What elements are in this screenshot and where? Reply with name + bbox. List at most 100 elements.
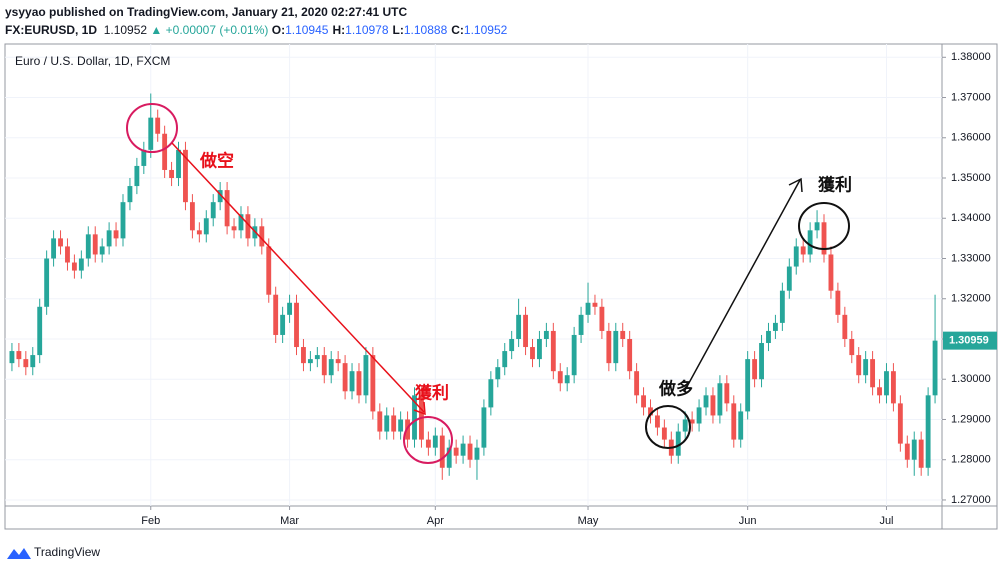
candle-body [85,234,91,259]
candle-body [682,419,688,432]
candle-body [904,443,910,460]
candle-body [911,439,917,460]
ohlc-label: O: [271,23,286,37]
candle-body [731,403,737,440]
candle-body [585,302,591,315]
candle-body [634,371,640,396]
annotation: 做空 [199,150,234,170]
candle-body [169,169,175,179]
candle-body [884,371,889,396]
candle-body [37,306,43,356]
candle-body [779,290,785,323]
candle-body [266,246,272,295]
candle-body [162,133,168,170]
y-tick-label: 1.29000 [951,413,991,425]
x-tick-label: May [578,515,599,527]
y-tick-label: 1.38000 [951,51,991,63]
symbol-line: FX:EURUSD, 1D 1.10952 ▲ +0.00007 (+0.01%… [5,23,511,37]
candle-body [752,359,758,380]
candle-body [134,165,140,187]
annotation: 做多 [658,378,693,398]
candle-body [766,330,771,344]
candle-body [314,355,320,360]
candle-body [189,202,195,231]
candle-body [655,415,660,428]
candle-body [23,359,29,368]
candle-body [30,355,36,368]
candle-body [571,334,577,376]
candle-body [856,355,862,376]
candle-body [606,330,612,364]
candle-body [703,395,709,408]
candle-body [9,351,15,364]
brand: TradingView [34,545,100,559]
candle-body [738,411,744,440]
x-tick-label: Mar [280,515,299,527]
candle-body [661,427,667,440]
y-tick-label: 1.33000 [951,252,991,264]
arrow-head [788,177,803,193]
candle-body [641,395,646,408]
y-tick-label: 1.32000 [951,293,991,305]
candle-body [578,314,584,335]
candle-body [446,447,452,468]
circle [403,416,453,464]
candle-body [432,435,438,448]
candle-body [384,415,390,432]
publish-line: ysyyao published on TradingView.com, Jan… [5,5,407,19]
candle-body [439,435,445,468]
candle-body [502,351,508,368]
candle-body [890,371,896,404]
symbol: FX:EURUSD, 1D [5,23,98,37]
candle-body [495,367,501,380]
candle-body [245,214,251,239]
candle-body [99,246,105,255]
candle-body [321,355,327,376]
candle-body [51,238,57,259]
candle-body [564,375,570,384]
candle-body [481,407,487,448]
candle-body [273,294,279,335]
candle-body [627,338,633,372]
price: 1.10952 [103,23,148,37]
candle-body [127,186,133,203]
candle-body [120,202,126,239]
candle-body [287,302,292,315]
last-price-label: 1.30959 [949,335,989,347]
candle-body [800,246,806,255]
candle-body [203,218,209,235]
publish-info: ysyyao published on TradingView.com, Jan… [5,5,408,19]
candle-body [675,431,681,456]
candle-body [141,149,147,166]
arrow [683,179,801,393]
candle-body [849,338,855,356]
circle [645,405,691,449]
change: ▲ +0.00007 (+0.01%) [150,23,269,37]
candle-body [183,149,188,203]
candle-body [648,407,653,416]
arrow [171,142,425,413]
candle-body [613,330,619,364]
candle-body [772,322,778,331]
chart-frame [4,43,998,530]
logo [7,548,31,559]
x-tick-label: Jul [879,515,893,527]
candle-body [148,117,154,150]
candle-body [717,383,723,416]
y-tick-label: 1.30000 [951,373,991,385]
candle-body [425,439,431,448]
candle-body [460,443,466,456]
candle-body [821,222,827,255]
y-tick-label: 1.37000 [951,91,991,103]
candle-body [835,290,841,315]
candle-body [814,222,820,231]
candle-body [786,266,792,291]
candle-body [592,302,598,307]
candle-body [391,415,397,432]
candle-body [877,387,882,396]
x-tick-label: Jun [739,515,757,527]
candle-body [516,314,522,339]
candle-body [488,379,494,408]
circle [798,202,850,250]
